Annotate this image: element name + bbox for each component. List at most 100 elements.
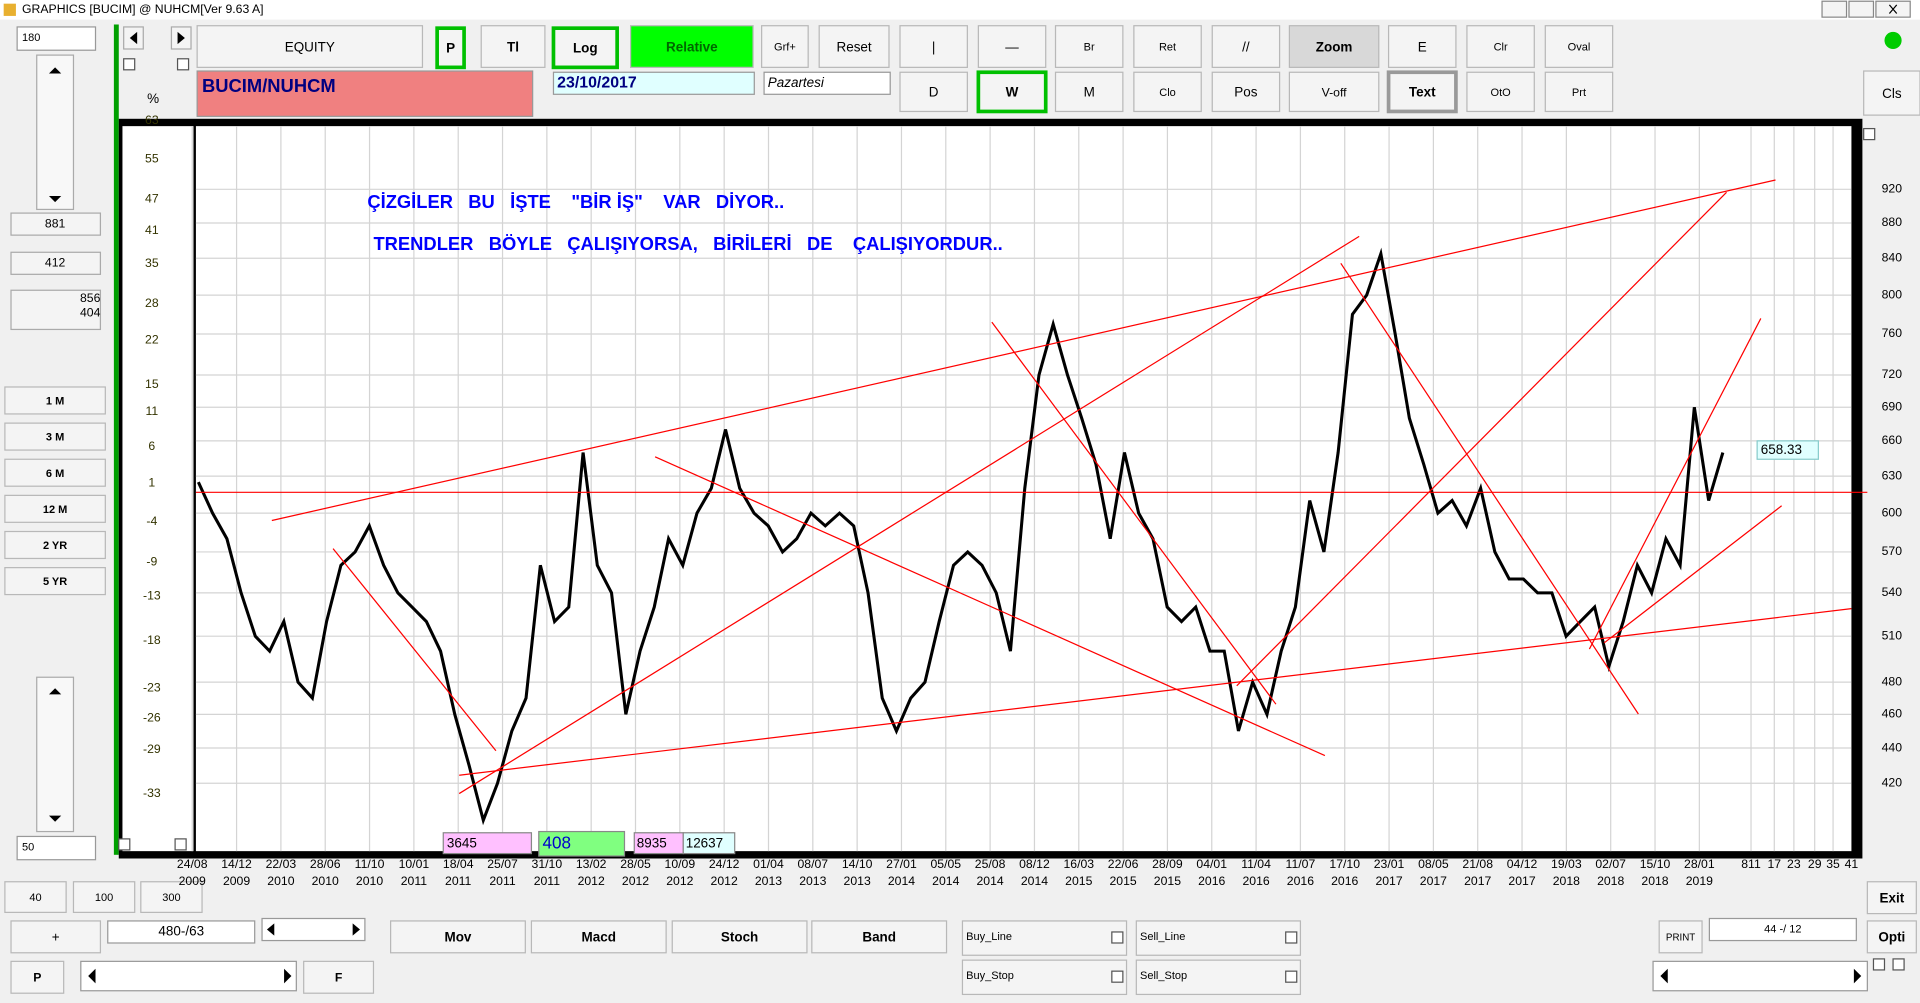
button-label: 100 bbox=[95, 892, 113, 904]
button[interactable]: 5 YR bbox=[4, 567, 106, 596]
button[interactable]: M bbox=[1054, 71, 1124, 113]
button[interactable]: Tl bbox=[480, 25, 546, 68]
scrollbar[interactable] bbox=[36, 676, 75, 833]
button[interactable]: — bbox=[977, 25, 1047, 68]
scrollbar[interactable] bbox=[36, 54, 75, 211]
x-tick-day: 14/10 bbox=[842, 857, 873, 871]
percent-tick-label: 28 bbox=[145, 296, 159, 310]
button[interactable]: EQUITY bbox=[196, 25, 424, 68]
field bbox=[10, 289, 102, 331]
checkbox[interactable] bbox=[118, 838, 131, 851]
button[interactable]: Grf+ bbox=[761, 25, 809, 68]
x-tick-day: 21/08 bbox=[1462, 857, 1493, 871]
button-face bbox=[140, 881, 203, 913]
slider[interactable] bbox=[80, 960, 297, 992]
button[interactable]: W bbox=[976, 70, 1048, 114]
button[interactable]: Log bbox=[551, 26, 619, 70]
checkbox[interactable] bbox=[123, 58, 136, 71]
input-box[interactable] bbox=[16, 26, 97, 51]
button[interactable]: PRINT bbox=[1658, 920, 1703, 954]
button[interactable]: 6 M bbox=[4, 458, 106, 487]
maximize[interactable] bbox=[1848, 0, 1875, 18]
order-toggle[interactable]: Sell_Line bbox=[1135, 920, 1302, 956]
x-tick-year: 2009 bbox=[223, 874, 250, 888]
button-label: Exit bbox=[1879, 890, 1904, 905]
button[interactable]: Prt bbox=[1544, 71, 1614, 113]
checkbox[interactable] bbox=[176, 58, 190, 71]
order-toggle[interactable]: Buy_Line bbox=[961, 920, 1128, 956]
button[interactable]: Opti bbox=[1866, 920, 1917, 954]
button[interactable]: Zoom bbox=[1288, 25, 1380, 68]
price-line bbox=[196, 247, 1725, 826]
button[interactable]: 40 bbox=[4, 881, 67, 913]
button[interactable]: 2 YR bbox=[4, 530, 106, 560]
button[interactable]: Stoch bbox=[671, 920, 808, 954]
button-label: Clr bbox=[1494, 42, 1508, 54]
button[interactable]: | bbox=[899, 25, 968, 68]
button[interactable]: 3 M bbox=[4, 422, 106, 451]
checkbox[interactable] bbox=[1892, 958, 1905, 971]
order-toggle[interactable]: Sell_Stop bbox=[1135, 959, 1302, 996]
button[interactable]: Br bbox=[1054, 25, 1124, 68]
button[interactable]: 100 bbox=[72, 881, 136, 913]
checkbox[interactable] bbox=[1872, 958, 1886, 971]
button[interactable]: V-off bbox=[1288, 71, 1380, 113]
checkbox[interactable] bbox=[1863, 127, 1876, 141]
button[interactable]: Macd bbox=[530, 920, 667, 954]
button[interactable]: // bbox=[1211, 25, 1281, 68]
button[interactable]: 1 M bbox=[4, 386, 106, 415]
x-tick-year: 2015 bbox=[1154, 874, 1181, 888]
y-tick-label: 510 bbox=[1882, 628, 1903, 642]
percent-tick-label: -26 bbox=[143, 711, 161, 725]
x-tick-year: 2018 bbox=[1553, 874, 1580, 888]
button-label: 12 M bbox=[43, 504, 67, 516]
button-face bbox=[4, 530, 106, 560]
button[interactable]: Text bbox=[1386, 70, 1458, 114]
order-label: Buy_Line bbox=[966, 931, 1012, 943]
button[interactable]: Ret bbox=[1133, 25, 1202, 68]
button[interactable]: F bbox=[303, 960, 375, 994]
slider[interactable] bbox=[261, 917, 366, 942]
x-tick-year: 2010 bbox=[267, 874, 294, 888]
y-tick-label: 440 bbox=[1882, 740, 1903, 754]
button[interactable]: + bbox=[10, 920, 102, 954]
button[interactable]: Mov bbox=[390, 920, 526, 954]
button[interactable]: Band bbox=[811, 920, 948, 954]
button-face bbox=[4, 422, 106, 451]
button-label: 5 YR bbox=[43, 576, 67, 588]
button[interactable]: Oval bbox=[1544, 25, 1614, 68]
order-toggle[interactable]: Buy_Stop bbox=[961, 959, 1128, 996]
order-label: Sell_Line bbox=[1140, 931, 1185, 943]
x-tick-year: 2013 bbox=[799, 874, 826, 888]
minimize[interactable] bbox=[1821, 0, 1848, 18]
percent-tick-label: 55 bbox=[145, 151, 159, 165]
button-label: 40 bbox=[29, 892, 41, 904]
button-label: + bbox=[52, 930, 60, 945]
button-face bbox=[4, 386, 106, 415]
button[interactable]: P bbox=[10, 960, 65, 994]
slider[interactable] bbox=[1652, 960, 1868, 992]
button[interactable]: Cls bbox=[1863, 70, 1920, 116]
button[interactable]: 300 bbox=[140, 881, 203, 913]
button[interactable]: Pos bbox=[1211, 71, 1281, 113]
button[interactable]: D bbox=[899, 71, 968, 113]
button-label: Reset bbox=[836, 39, 871, 54]
button[interactable]: 12 M bbox=[4, 494, 106, 523]
input-box[interactable] bbox=[16, 835, 97, 861]
checkbox[interactable] bbox=[174, 838, 187, 851]
button-label: V-off bbox=[1322, 85, 1348, 99]
counter: 3645 bbox=[447, 835, 477, 850]
button-label: Macd bbox=[582, 930, 616, 945]
button[interactable]: Clo bbox=[1133, 71, 1202, 113]
button-face bbox=[630, 25, 754, 68]
button[interactable]: E bbox=[1387, 25, 1457, 68]
button[interactable]: Relative bbox=[630, 25, 754, 68]
button[interactable]: Clr bbox=[1466, 25, 1535, 68]
button[interactable]: P bbox=[435, 26, 466, 70]
button-face bbox=[1866, 920, 1917, 954]
x-tick-year: 2018 bbox=[1597, 874, 1624, 888]
button[interactable]: Exit bbox=[1866, 881, 1917, 915]
button[interactable]: Reset bbox=[818, 25, 890, 68]
button[interactable]: OtO bbox=[1466, 71, 1535, 113]
